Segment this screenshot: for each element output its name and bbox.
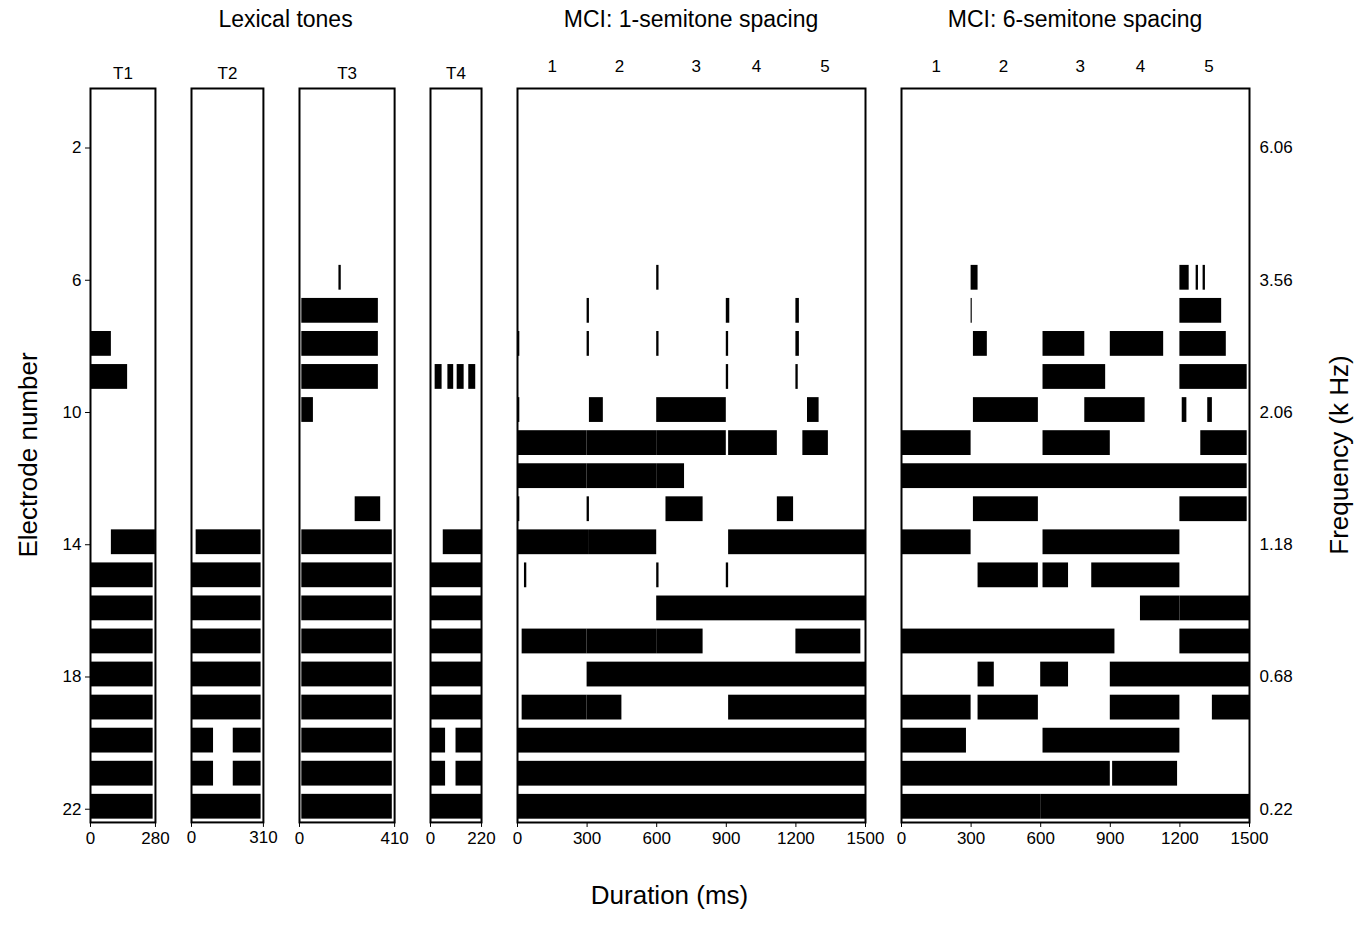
svg-text:0: 0 xyxy=(295,829,304,848)
svg-text:3.56: 3.56 xyxy=(1260,271,1293,290)
svg-text:2: 2 xyxy=(999,57,1008,76)
svg-text:0: 0 xyxy=(187,828,196,847)
svg-text:1200: 1200 xyxy=(1161,829,1199,848)
svg-text:1.18: 1.18 xyxy=(1260,535,1293,554)
svg-text:1: 1 xyxy=(548,57,557,76)
html-text:Frequency (k Hz): Frequency (k Hz) xyxy=(1323,355,1354,555)
svg-text:1200: 1200 xyxy=(777,829,815,848)
html-text:MCI: 6-semitone spacing: MCI: 6-semitone spacing xyxy=(947,6,1203,32)
svg-text:14: 14 xyxy=(63,535,82,554)
svg-text:10: 10 xyxy=(63,403,82,422)
html-text:Electrode number: Electrode number xyxy=(12,352,43,558)
svg-text:2.06: 2.06 xyxy=(1260,403,1293,422)
svg-text:410: 410 xyxy=(380,829,408,848)
svg-text:1500: 1500 xyxy=(1231,829,1269,848)
svg-text:300: 300 xyxy=(573,829,601,848)
svg-text:2: 2 xyxy=(72,138,81,157)
html-text:Lexical tones: Lexical tones xyxy=(218,6,353,32)
svg-text:310: 310 xyxy=(249,828,277,847)
svg-text:18: 18 xyxy=(63,667,82,686)
svg-text:300: 300 xyxy=(957,829,985,848)
svg-text:3: 3 xyxy=(1075,57,1084,76)
html-text:Duration (ms): Duration (ms) xyxy=(590,880,749,910)
svg-text:220: 220 xyxy=(467,828,495,847)
svg-text:22: 22 xyxy=(63,800,82,819)
svg-text:3: 3 xyxy=(691,57,700,76)
svg-text:600: 600 xyxy=(643,829,671,848)
svg-text:0: 0 xyxy=(86,829,95,848)
svg-text:0: 0 xyxy=(426,828,435,847)
svg-text:0: 0 xyxy=(897,829,906,848)
svg-text:0: 0 xyxy=(513,829,522,848)
svg-text:6.06: 6.06 xyxy=(1260,138,1293,157)
svg-text:5: 5 xyxy=(820,57,829,76)
svg-text:900: 900 xyxy=(712,829,740,848)
svg-text:T1: T1 xyxy=(113,64,133,83)
svg-text:T2: T2 xyxy=(217,64,237,83)
svg-text:600: 600 xyxy=(1027,829,1055,848)
svg-text:4: 4 xyxy=(1136,57,1145,76)
svg-text:0.22: 0.22 xyxy=(1260,800,1293,819)
svg-text:0.68: 0.68 xyxy=(1260,667,1293,686)
html-text:MCI: 1-semitone spacing: MCI: 1-semitone spacing xyxy=(563,6,819,32)
svg-text:6: 6 xyxy=(72,271,81,290)
svg-text:T4: T4 xyxy=(446,64,466,83)
svg-text:T3: T3 xyxy=(337,64,357,83)
svg-text:4: 4 xyxy=(752,57,761,76)
svg-text:1: 1 xyxy=(932,57,941,76)
svg-text:5: 5 xyxy=(1204,57,1213,76)
svg-text:1500: 1500 xyxy=(847,829,885,848)
svg-text:280: 280 xyxy=(141,829,169,848)
svg-text:2: 2 xyxy=(615,57,624,76)
svg-text:900: 900 xyxy=(1096,829,1124,848)
